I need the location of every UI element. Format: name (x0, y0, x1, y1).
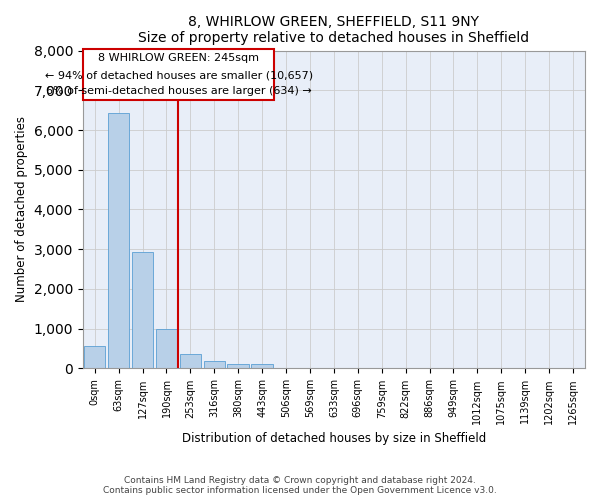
Text: 8 WHIRLOW GREEN: 245sqm: 8 WHIRLOW GREEN: 245sqm (98, 52, 259, 62)
Text: Contains HM Land Registry data © Crown copyright and database right 2024.
Contai: Contains HM Land Registry data © Crown c… (103, 476, 497, 495)
Text: ← 94% of detached houses are smaller (10,657): ← 94% of detached houses are smaller (10… (44, 70, 313, 80)
Bar (203, 362, 225, 368)
Bar (156, 328, 177, 368)
Text: 6% of semi-detached houses are larger (634) →: 6% of semi-detached houses are larger (6… (46, 86, 311, 97)
Bar (84, 346, 106, 368)
Y-axis label: Number of detached properties: Number of detached properties (15, 116, 28, 302)
Bar (132, 252, 154, 368)
X-axis label: Distribution of detached houses by size in Sheffield: Distribution of detached houses by size … (182, 432, 486, 445)
Bar (251, 364, 273, 368)
Bar (108, 113, 130, 368)
Bar (179, 354, 201, 368)
FancyBboxPatch shape (83, 48, 274, 100)
Bar (227, 364, 249, 368)
Title: 8, WHIRLOW GREEN, SHEFFIELD, S11 9NY
Size of property relative to detached house: 8, WHIRLOW GREEN, SHEFFIELD, S11 9NY Siz… (139, 15, 529, 45)
